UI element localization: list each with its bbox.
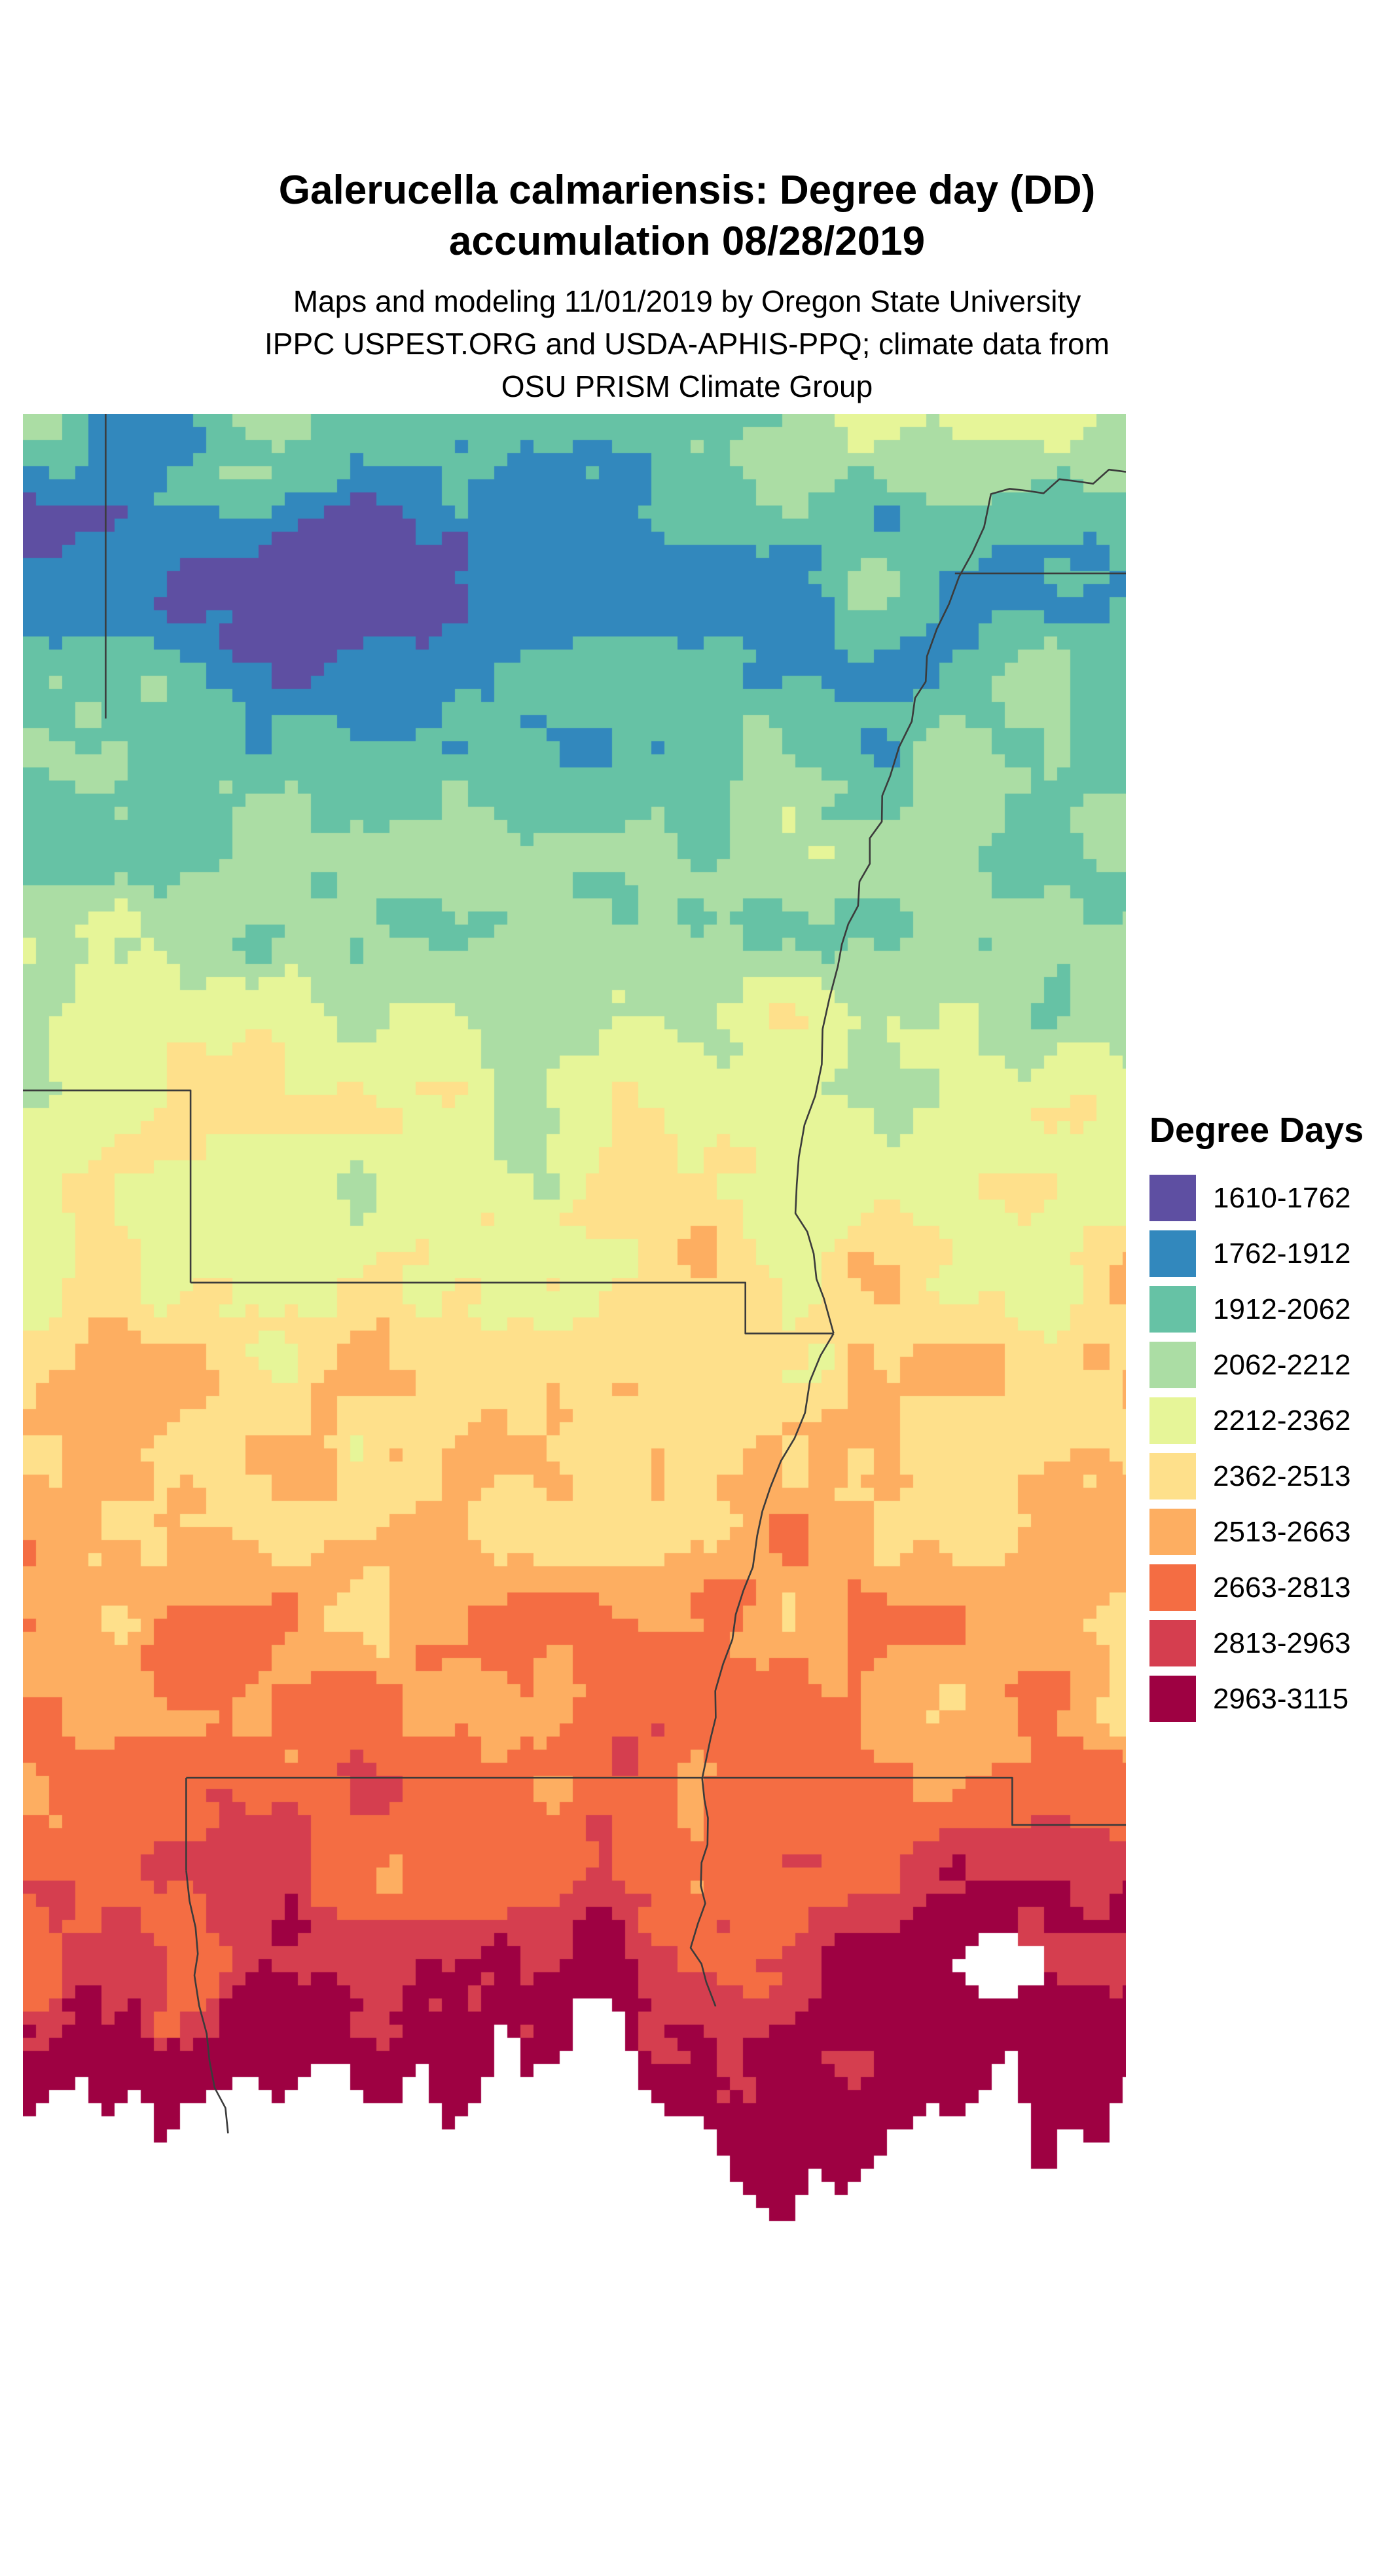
legend-item: 2663-2813 xyxy=(1149,1560,1364,1615)
legend: Degree Days 1610-1762 1762-1912 1912-2062 2… xyxy=(1149,1110,1364,1727)
legend-color-swatch xyxy=(1149,1676,1196,1722)
legend-item: 2513-2663 xyxy=(1149,1504,1364,1560)
legend-color-swatch xyxy=(1149,1620,1196,1666)
border-louisiana-mississippi xyxy=(703,1776,1126,1826)
legend-item: 2212-2362 xyxy=(1149,1393,1364,1448)
legend-color-swatch xyxy=(1149,1175,1196,1221)
legend-color-swatch xyxy=(1149,1230,1196,1277)
page-subtitle-line2: IPPC USPEST.ORG and USDA-APHIS-PPQ; clim… xyxy=(264,327,1110,361)
legend-item: 1762-1912 xyxy=(1149,1226,1364,1281)
state-borders-overlay xyxy=(23,414,1126,2134)
legend-item: 1912-2062 xyxy=(1149,1281,1364,1337)
border-mississippi-river-south xyxy=(689,1333,835,2007)
legend-color-swatch xyxy=(1149,1453,1196,1500)
legend-color-swatch xyxy=(1149,1509,1196,1555)
legend-bin-label: 1762-1912 xyxy=(1213,1237,1351,1270)
legend-bin-label: 2813-2963 xyxy=(1213,1627,1351,1659)
legend-item: 1610-1762 xyxy=(1149,1170,1364,1226)
legend-bin-label: 2212-2362 xyxy=(1213,1404,1351,1437)
degree-day-map xyxy=(23,414,1126,2228)
legend-item: 2963-3115 xyxy=(1149,1671,1364,1727)
border-sabine-river xyxy=(185,1870,229,2134)
legend-bin-label: 2963-3115 xyxy=(1213,1682,1349,1715)
legend-item: 2362-2513 xyxy=(1149,1448,1364,1504)
page-subtitle-line3: OSU PRISM Climate Group xyxy=(501,369,873,403)
legend-color-swatch xyxy=(1149,1397,1196,1444)
page-subtitle-line1: Maps and modeling 11/01/2019 by Oregon S… xyxy=(293,284,1081,318)
legend-item: 2813-2963 xyxy=(1149,1615,1364,1671)
page-title: Galerucella calmariensis: Degree day (DD… xyxy=(0,165,1374,267)
legend-color-swatch xyxy=(1149,1286,1196,1333)
page-subtitle: Maps and modeling 11/01/2019 by Oregon S… xyxy=(0,280,1374,408)
border-mississippi-river-north xyxy=(794,468,1126,1334)
degree-day-raster xyxy=(23,414,1126,2228)
legend-bin-label: 2513-2663 xyxy=(1213,1515,1351,1548)
legend-bin-label: 2362-2513 xyxy=(1213,1460,1351,1492)
page-title-line2: accumulation 08/28/2019 xyxy=(448,219,926,264)
legend-title: Degree Days xyxy=(1149,1111,1364,1150)
legend-color-swatch xyxy=(1149,1342,1196,1388)
legend-bin-label: 1912-2062 xyxy=(1213,1293,1351,1325)
legend-bin-label: 2663-2813 xyxy=(1213,1571,1351,1604)
legend-color-swatch xyxy=(1149,1564,1196,1611)
legend-bin-label: 1610-1762 xyxy=(1213,1181,1351,1214)
legend-item: 2062-2212 xyxy=(1149,1337,1364,1393)
legend-items: 1610-1762 1762-1912 1912-2062 2062-2212 2212… xyxy=(1149,1170,1364,1727)
legend-bin-label: 2062-2212 xyxy=(1213,1348,1351,1381)
page-title-line1: Galerucella calmariensis: Degree day (DD… xyxy=(278,168,1096,213)
border-missouri-arkansas xyxy=(190,1281,834,1334)
border-oklahoma-corner xyxy=(23,1089,192,1283)
